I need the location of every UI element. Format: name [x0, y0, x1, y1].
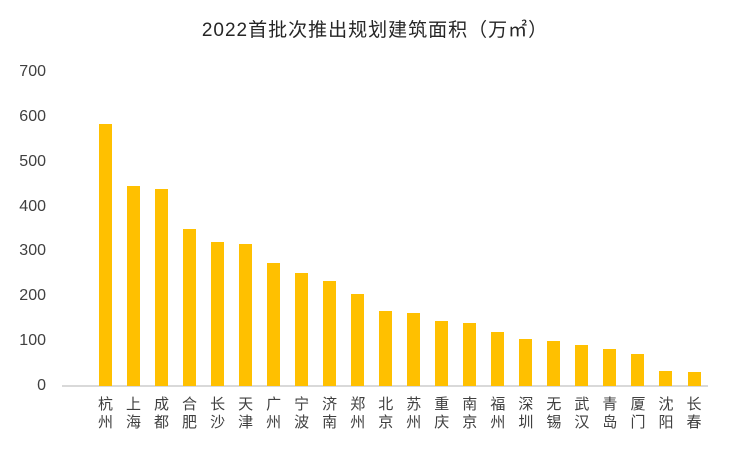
bar-沈阳 [659, 371, 673, 386]
chart-title: 2022首批次推出规划建筑面积（万㎡） [201, 20, 549, 41]
x-axis-category-label: 成都 [154, 396, 170, 431]
bar-杭州 [99, 124, 112, 386]
x-axis-category-label: 南京 [462, 396, 478, 431]
x-axis-category-label: 济南 [322, 396, 338, 431]
x-axis-line [62, 385, 708, 387]
x-axis-category-label: 武汉 [574, 396, 590, 431]
y-axis-tick-label: 600 [19, 107, 46, 125]
x-axis-category-label: 长春 [686, 396, 702, 431]
x-axis-category-label: 宁波 [294, 396, 310, 431]
bar-宁波 [295, 272, 309, 386]
bar-广州 [267, 263, 281, 386]
bar-成都 [155, 189, 169, 386]
bar-深圳 [519, 339, 533, 386]
x-axis-category-label: 无锡 [546, 396, 562, 431]
bar-济南 [323, 281, 337, 386]
bar-无锡 [547, 341, 561, 386]
bar-武汉 [575, 345, 589, 386]
x-axis-category-label: 青岛 [602, 396, 618, 431]
x-axis-category-label: 苏州 [406, 396, 422, 431]
bar-福州 [491, 332, 505, 386]
x-axis-category-label: 上海 [126, 396, 142, 431]
x-axis-category-label: 天津 [238, 396, 254, 431]
x-axis-category-label: 厦门 [630, 396, 646, 431]
y-axis-tick-label: 0 [37, 377, 46, 394]
bar-天津 [239, 244, 253, 386]
x-axis-category-label: 郑州 [350, 396, 366, 431]
y-axis-tick-label: 500 [19, 152, 46, 170]
bar-南京 [463, 322, 477, 386]
bar-长春 [687, 372, 701, 386]
bar-合肥 [183, 228, 197, 386]
bar-苏州 [407, 313, 421, 386]
bar-北京 [379, 311, 393, 386]
x-axis-category-label: 北京 [378, 396, 394, 431]
y-axis-tick-label: 400 [19, 197, 46, 215]
x-axis-category-label: 合肥 [182, 396, 198, 431]
bar-青岛 [603, 348, 617, 386]
x-axis-category-label: 重庆 [434, 396, 450, 431]
bar-长沙 [211, 241, 225, 386]
y-axis-tick-label: 300 [19, 242, 46, 260]
x-axis-category-label: 沈阳 [658, 396, 674, 431]
y-axis-tick-label: 100 [19, 332, 46, 350]
x-axis-category-label: 长沙 [210, 396, 226, 431]
bar-厦门 [631, 354, 645, 386]
x-axis-category-label: 福州 [490, 396, 506, 431]
x-axis-category-label: 杭州 [97, 396, 113, 431]
x-axis-category-label: 深圳 [518, 396, 534, 431]
bar-郑州 [351, 294, 365, 386]
y-axis-tick-label: 700 [19, 63, 46, 80]
y-axis-tick-label: 200 [19, 287, 46, 305]
bar-上海 [127, 185, 141, 386]
bar-重庆 [435, 320, 449, 386]
x-axis-category-label: 广州 [266, 396, 282, 431]
